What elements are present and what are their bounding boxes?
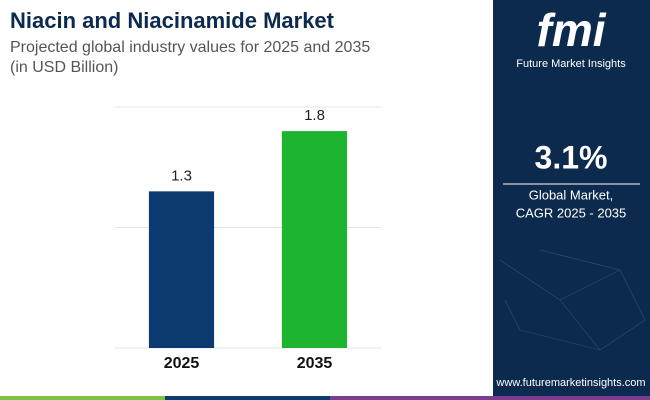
x-tick-label: 2035 [297,355,333,372]
value-label: 1.8 [304,107,325,124]
footer-stripe [165,396,330,400]
footer-stripe [330,396,650,400]
cagr-value: 3.1% [535,139,608,175]
logo: fmi [537,4,607,56]
url: www.futuremarketinsights.com [495,377,645,389]
cagr-label: CAGR 2025 - 2035 [516,205,627,220]
brand: Future Market Insights [516,58,626,70]
x-tick-label: 2025 [164,355,200,372]
network-decoration [499,249,646,351]
cagr-label: Global Market, [529,187,614,202]
bar [148,191,215,348]
sidebar [493,0,650,396]
value-label: 1.3 [171,167,192,184]
bar [281,131,348,348]
subtitle: (in USD Billion) [10,59,118,76]
chart-title: Niacin and Niacinamide Market [10,8,335,33]
footer-stripe [0,396,165,400]
subtitle: Projected global industry values for 202… [10,39,370,56]
